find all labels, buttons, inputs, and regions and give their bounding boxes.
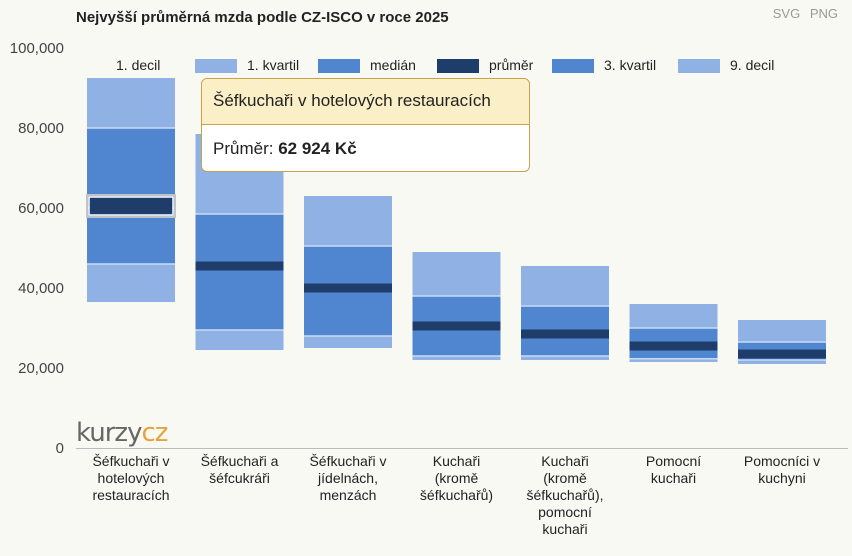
chart-tooltip: Šéfkuchaři v hotelových restauracích Prů… <box>201 78 530 172</box>
bar-average-marker <box>88 196 174 216</box>
x-tick-label-line: menzách <box>319 487 377 503</box>
bar-decil-upper <box>87 78 175 128</box>
bar-average-highlight <box>86 194 176 218</box>
export-png-button[interactable]: PNG <box>809 6 838 21</box>
kurzy-logo: kurzycz <box>76 418 168 448</box>
x-tick-label-line: Kuchaři <box>541 453 589 469</box>
bar-quartile-box <box>195 214 284 330</box>
bar-average-marker <box>738 349 826 359</box>
bar-decil-upper <box>629 304 718 328</box>
tooltip-title: Šéfkuchaři v hotelových restauracích <box>202 79 529 125</box>
y-tick-label: 80,000 <box>18 120 64 137</box>
legend-swatch <box>552 59 594 73</box>
export-svg-button[interactable]: SVG <box>772 6 801 21</box>
x-tick-label-line: šéfcukráři <box>209 470 270 486</box>
bar-average-marker <box>304 283 392 293</box>
legend-swatch <box>195 59 237 73</box>
y-tick-label: 20,000 <box>18 360 64 377</box>
legend-label: 9. decil <box>730 57 775 73</box>
legend-label: medián <box>370 57 416 73</box>
y-tick-label: 40,000 <box>18 280 64 297</box>
legend-label: 1. kvartil <box>247 57 300 73</box>
legend-swatch <box>318 59 360 73</box>
chart-title: Nejvyšší průměrná mzda podle CZ-ISCO v r… <box>76 9 449 26</box>
x-tick-label-line: Pomocníci v <box>743 453 821 469</box>
tooltip-body: Průměr: 62 924 Kč <box>202 125 529 159</box>
x-tick-label-line: (kromě <box>434 470 479 486</box>
bar-decil-upper <box>412 252 501 296</box>
x-tick-label: Šéfkuchaři v jídelnách, menzách <box>298 453 398 504</box>
bar-average-marker <box>195 261 284 271</box>
bar-decil-upper <box>304 196 392 246</box>
x-tick-label-line: pomocní <box>538 504 592 520</box>
x-tick-label-line: Kuchaři <box>432 453 481 469</box>
x-tick-label-line: kuchaři <box>542 521 588 537</box>
x-tick-label-line: Šéfkuchaři a <box>200 453 279 469</box>
legend-swatch <box>678 59 720 73</box>
x-tick-label-line: kuchyni <box>758 470 806 486</box>
bar-decil-upper <box>521 266 609 306</box>
bar-decil-upper <box>738 320 826 342</box>
x-tick-label-line: šéfkuchařů) <box>419 487 494 503</box>
tooltip-value: 62 924 Kč <box>278 139 357 158</box>
tooltip-label: Průměr: <box>213 139 274 158</box>
legend-label: 1. decil <box>116 57 161 73</box>
x-tick-label: Kuchaři (kromě šéfkuchařů), pomocní kuchaři <box>515 453 615 538</box>
x-tick-label-line: šéfkuchařů), <box>526 487 604 503</box>
bar-average-marker <box>521 329 609 339</box>
x-tick-label-line: kuchaři <box>650 470 697 486</box>
x-tick-label: Šéfkuchaři a šéfcukráři <box>190 453 290 487</box>
bar-average-marker <box>629 341 718 351</box>
x-tick-label-line: Šéfkuchaři v <box>309 453 387 469</box>
y-tick-label: 0 <box>56 440 64 457</box>
x-tick-label-line: Šéfkuchaři v <box>92 453 170 469</box>
export-menu: SVG PNG <box>767 6 838 21</box>
x-tick-label: Kuchaři (kromě šéfkuchařů) <box>407 453 507 504</box>
x-tick-label-line: hotelových <box>97 470 165 486</box>
x-tick-label-line: Pomocní <box>645 453 702 469</box>
x-tick-label-line: (kromě <box>543 470 587 486</box>
y-tick-label: 100,000 <box>10 40 64 57</box>
x-tick-label-line: jídelnách, <box>318 470 378 486</box>
legend-label: 3. kvartil <box>604 57 657 73</box>
bar-average-marker <box>412 321 501 331</box>
x-tick-label: Pomocníci v kuchyni <box>732 453 832 487</box>
legend-label: průměr <box>489 57 534 73</box>
legend-swatch <box>437 59 479 73</box>
x-tick-label: Šéfkuchaři v hotelových restauracích <box>81 453 181 504</box>
y-tick-label: 60,000 <box>18 200 64 217</box>
x-tick-label: Pomocní kuchaři <box>624 453 724 487</box>
x-tick-label-line: restauracích <box>92 487 170 503</box>
